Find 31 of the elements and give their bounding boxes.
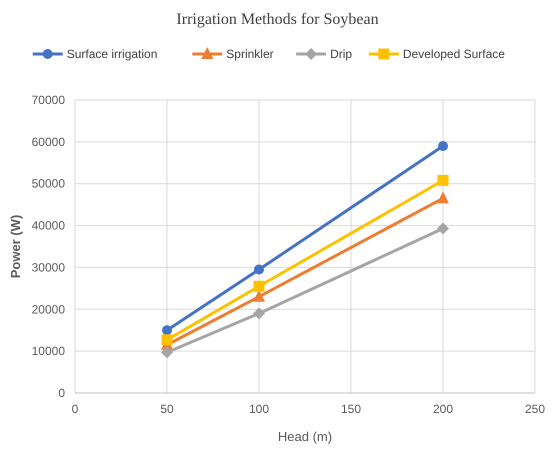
- y-tick-label: 60000: [32, 134, 66, 149]
- legend-label: Sprinkler: [226, 47, 274, 61]
- legend-label: Drip: [330, 47, 352, 61]
- y-tick-label: 0: [58, 386, 66, 400]
- point: [437, 191, 449, 204]
- x-tick-label: 50: [160, 402, 174, 416]
- x-tick-label: 0: [72, 402, 79, 416]
- legend-label: Developed Surface: [402, 47, 506, 61]
- x-axis-title: Head (m): [278, 429, 332, 444]
- point: [162, 325, 172, 336]
- point: [254, 264, 264, 275]
- point: [161, 346, 173, 358]
- point: [437, 222, 449, 234]
- y-tick-label: 40000: [32, 218, 66, 233]
- point: [254, 280, 264, 292]
- point: [162, 334, 172, 346]
- point: [253, 307, 265, 320]
- x-tick-label: 250: [524, 402, 546, 416]
- y-tick-label: 70000: [32, 93, 66, 107]
- chart-title: Irrigation Methods for Soybean: [176, 11, 379, 28]
- x-tick-label: 100: [248, 402, 270, 416]
- y-tick-label: 30000: [32, 260, 66, 274]
- y-tick-label: 10000: [32, 344, 66, 358]
- legend-label: Surface irrigation: [66, 47, 158, 61]
- x-tick-label: 150: [340, 402, 362, 416]
- y-tick-label: 50000: [32, 176, 66, 191]
- y-tick-label: 20000: [32, 302, 66, 316]
- y-axis-title: Power (W): [8, 214, 23, 278]
- point: [438, 141, 448, 152]
- point: [438, 174, 448, 186]
- x-tick-label: 200: [432, 402, 454, 416]
